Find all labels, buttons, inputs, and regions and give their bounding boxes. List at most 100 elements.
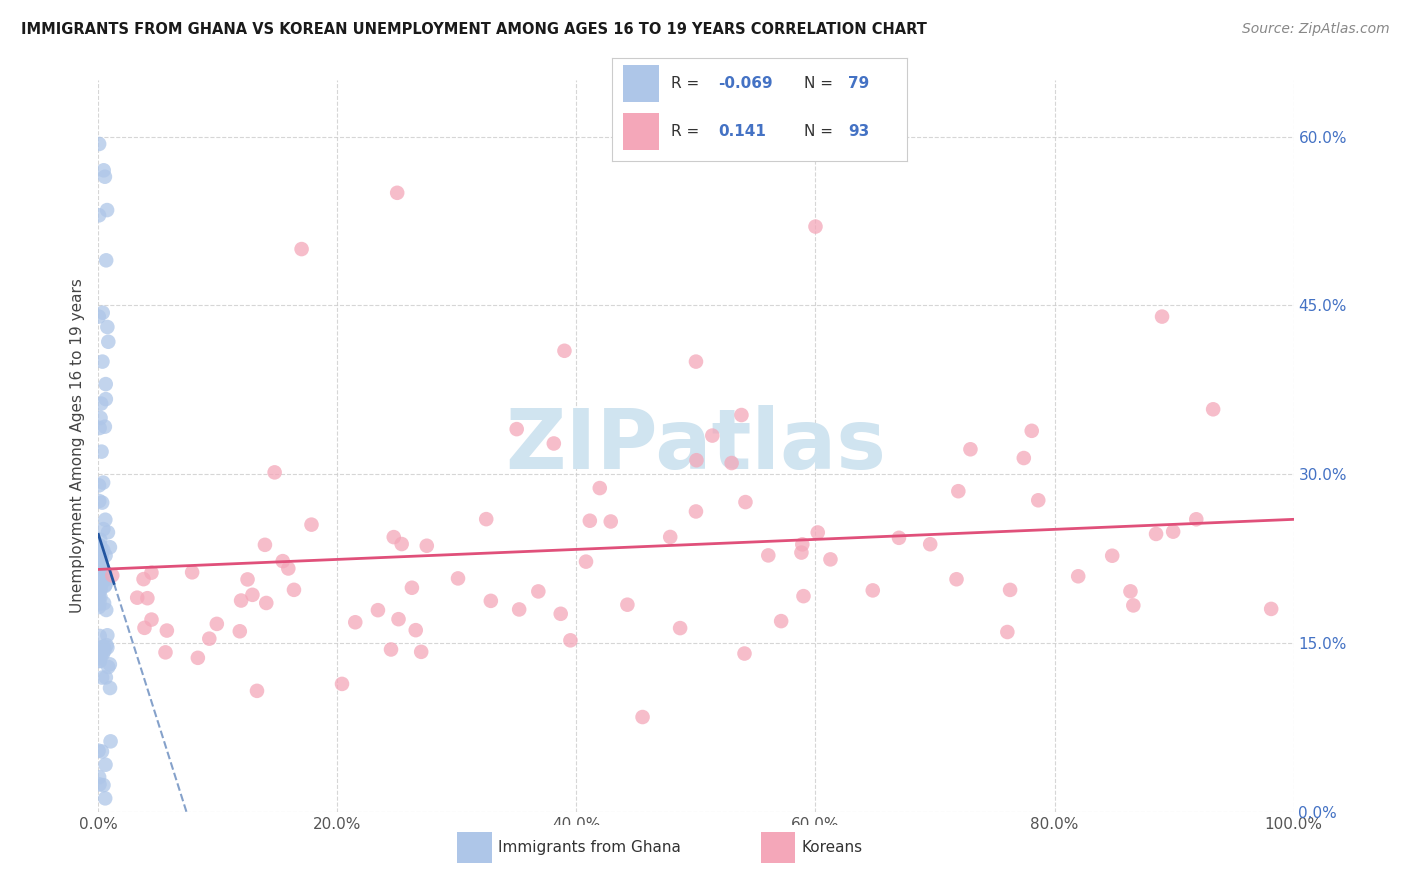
Point — [229, 624, 252, 639]
Point — [87, 553, 110, 567]
Point — [301, 517, 323, 532]
Point — [87, 744, 110, 758]
Point — [291, 242, 314, 256]
Point — [98, 657, 121, 672]
Point — [242, 588, 264, 602]
Point — [91, 354, 114, 368]
Point — [87, 574, 110, 589]
Point — [94, 419, 117, 434]
Point — [550, 607, 572, 621]
Point — [685, 354, 707, 368]
Point — [589, 481, 612, 495]
Point — [89, 563, 111, 577]
Text: 0.141: 0.141 — [718, 124, 766, 139]
Point — [94, 566, 117, 580]
Point — [948, 484, 970, 499]
Point — [91, 475, 114, 490]
Point — [87, 208, 110, 222]
Point — [391, 537, 413, 551]
Point — [579, 514, 602, 528]
Point — [91, 671, 114, 685]
Point — [1012, 450, 1035, 465]
Point — [91, 495, 114, 509]
Bar — [457, 831, 492, 863]
Point — [136, 591, 159, 606]
Point — [820, 552, 842, 566]
Point — [91, 745, 114, 759]
Text: 93: 93 — [848, 124, 869, 139]
Point — [141, 613, 163, 627]
Point — [599, 515, 621, 529]
Point — [198, 632, 221, 646]
Point — [730, 408, 752, 422]
Point — [807, 525, 830, 540]
Point — [1067, 569, 1090, 583]
Point — [94, 513, 117, 527]
Point — [94, 392, 117, 406]
Text: -0.069: -0.069 — [718, 76, 772, 91]
Point — [90, 542, 112, 557]
Point — [229, 593, 252, 607]
Point — [416, 539, 439, 553]
Point — [89, 647, 111, 661]
Point — [508, 602, 530, 616]
Point — [447, 571, 470, 585]
Point — [770, 614, 793, 628]
Point — [90, 546, 112, 560]
Point — [96, 203, 118, 218]
Point — [995, 625, 1018, 640]
Point — [792, 589, 814, 603]
Point — [96, 320, 118, 334]
Text: IMMIGRANTS FROM GHANA VS KOREAN UNEMPLOYMENT AMONG AGES 16 TO 19 YEARS CORRELATI: IMMIGRANTS FROM GHANA VS KOREAN UNEMPLOY… — [21, 22, 927, 37]
Text: ZIPatlas: ZIPatlas — [506, 406, 886, 486]
Point — [187, 650, 209, 665]
Point — [804, 219, 827, 234]
Point — [527, 584, 550, 599]
Point — [702, 428, 724, 442]
Bar — [623, 65, 659, 102]
Point — [1026, 493, 1049, 508]
Point — [246, 684, 269, 698]
Y-axis label: Unemployment Among Ages 16 to 19 years: Unemployment Among Ages 16 to 19 years — [70, 278, 86, 614]
Point — [94, 169, 117, 184]
Point — [405, 623, 427, 637]
Point — [90, 576, 112, 591]
Point — [101, 568, 124, 582]
Text: R =: R = — [671, 76, 704, 91]
Point — [920, 537, 942, 551]
Point — [387, 612, 409, 626]
Point — [862, 583, 884, 598]
Point — [411, 645, 433, 659]
Point — [89, 136, 111, 151]
Point — [1119, 584, 1142, 599]
Point — [87, 310, 110, 324]
Point — [94, 670, 117, 684]
Point — [91, 574, 114, 589]
Point — [283, 582, 305, 597]
Point — [93, 778, 115, 792]
Point — [141, 566, 163, 580]
Point — [367, 603, 389, 617]
Point — [93, 640, 115, 654]
Point — [344, 615, 367, 630]
Point — [382, 530, 405, 544]
Point — [181, 566, 204, 580]
Point — [94, 377, 117, 392]
Point — [90, 396, 112, 410]
Point — [236, 573, 259, 587]
Point — [277, 561, 299, 575]
Point — [90, 549, 112, 564]
Point — [263, 466, 285, 480]
Point — [330, 677, 353, 691]
Point — [1260, 602, 1282, 616]
Point — [631, 710, 654, 724]
Point — [89, 777, 111, 791]
Point — [89, 629, 111, 643]
Point — [94, 791, 117, 805]
Point — [89, 421, 111, 435]
Point — [1185, 512, 1208, 526]
Point — [1021, 424, 1043, 438]
Point — [94, 578, 117, 592]
Point — [89, 540, 111, 554]
Point — [93, 596, 115, 610]
